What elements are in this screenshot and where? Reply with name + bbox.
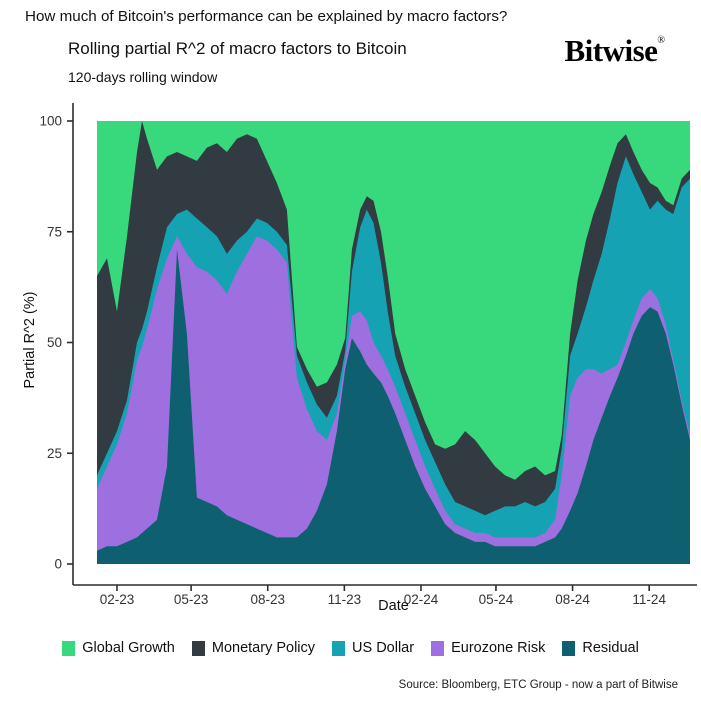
- legend-item-residual: Residual: [562, 640, 639, 656]
- legend-item-monetary-policy: Monetary Policy: [191, 640, 316, 656]
- legend-item-us-dollar: US Dollar: [332, 640, 414, 656]
- x-tick-label: 11-24: [632, 592, 666, 607]
- x-tick-label: 11-23: [328, 592, 362, 607]
- legend-swatch-eurozone-risk: [431, 640, 445, 656]
- y-tick-label: 25: [47, 446, 62, 461]
- x-tick-label: 05-23: [174, 592, 209, 607]
- bitwise-logo: Bitwise®: [564, 33, 665, 69]
- legend-label: Eurozone Risk: [451, 640, 546, 656]
- bitwise-wordmark: Bitwise: [564, 33, 658, 68]
- y-tick-label: 75: [47, 224, 62, 239]
- chart-subtitle: 120-days rolling window: [68, 69, 218, 85]
- y-tick-label: 100: [39, 114, 62, 129]
- legend-label: Monetary Policy: [211, 640, 316, 656]
- x-tick-label: 08-24: [555, 592, 590, 607]
- registered-trademark-icon: ®: [657, 35, 665, 46]
- x-tick-label: 02-23: [100, 592, 135, 607]
- y-tick-label: 0: [54, 557, 62, 572]
- legend-label: Global Growth: [82, 640, 175, 656]
- legend-label: US Dollar: [352, 640, 415, 656]
- legend-swatch-monetary-policy: [191, 640, 205, 656]
- legend: Global Growth Monetary Policy US Dollar Eur…: [0, 640, 701, 656]
- x-tick-label: 05-24: [479, 592, 514, 607]
- chart-title: Rolling partial R^2 of macro factors to …: [68, 39, 407, 58]
- legend-item-global-growth: Global Growth: [62, 640, 175, 656]
- x-tick-label: 02-24: [404, 592, 439, 607]
- legend-swatch-us-dollar: [332, 640, 346, 656]
- area-residual: [97, 249, 690, 564]
- area-eurozone-risk: [97, 236, 690, 564]
- question-title: How much of Bitcoin's performance can be…: [25, 8, 508, 25]
- source-note: Source: Bloomberg, ETC Group - now a par…: [398, 679, 678, 691]
- x-tick-label: 08-23: [250, 592, 285, 607]
- x-axis-title: Date: [378, 598, 409, 614]
- legend-label: Residual: [582, 640, 639, 656]
- legend-swatch-global-growth: [62, 640, 76, 656]
- legend-swatch-residual: [562, 640, 576, 656]
- legend-item-eurozone-risk: Eurozone Risk: [431, 640, 545, 656]
- y-tick-label: 50: [47, 335, 62, 350]
